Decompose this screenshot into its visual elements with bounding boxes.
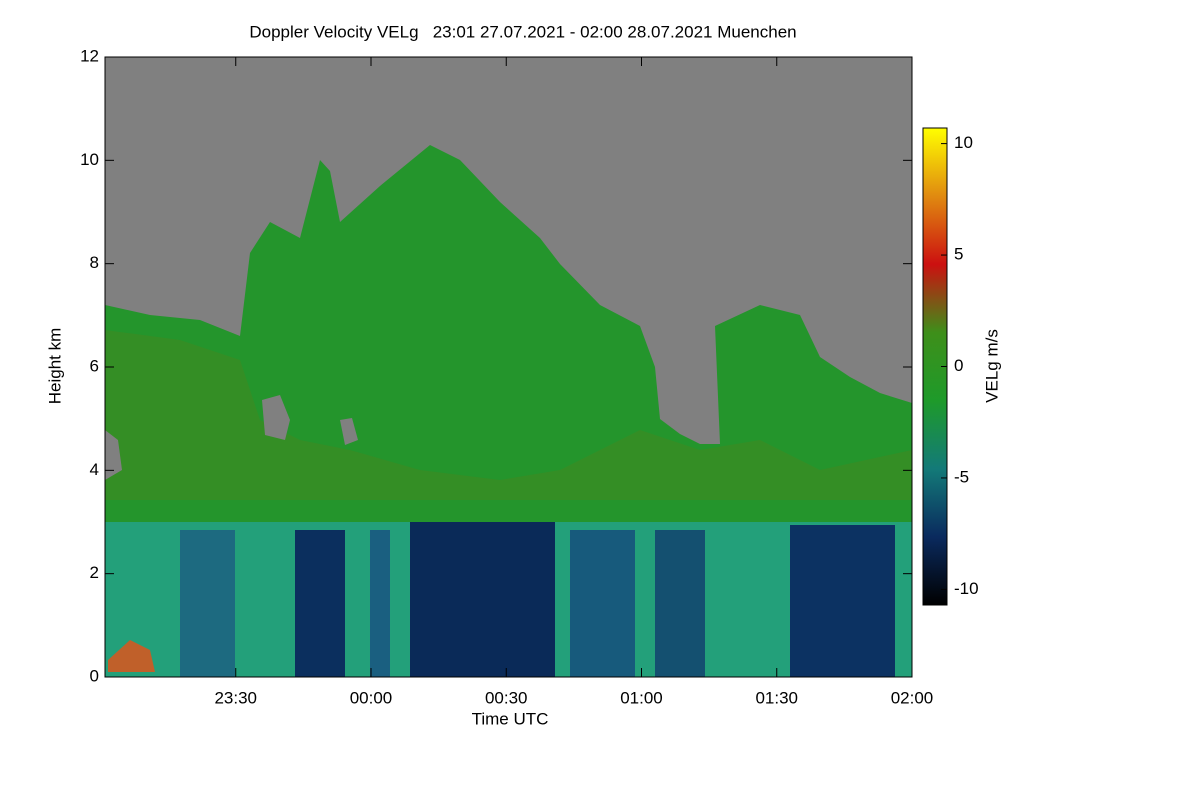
gray-hole — [340, 418, 358, 445]
gray-hole — [262, 395, 290, 440]
x-tick-label: 02:00 — [891, 688, 934, 707]
y-tick-label: 6 — [90, 356, 99, 375]
warm-spot — [108, 640, 155, 672]
band — [370, 530, 390, 677]
colorbar-tick-label: -10 — [954, 579, 979, 598]
gray-hole — [105, 430, 122, 480]
x-tick-label: 23:30 — [214, 688, 257, 707]
chart-title: Doppler Velocity VELg 23:01 27.07.2021 -… — [249, 22, 796, 41]
colorbar-label: VELg m/s — [982, 329, 1001, 403]
x-tick-label: 01:30 — [755, 688, 798, 707]
colorbar-tick-label: 5 — [954, 245, 963, 264]
y-tick-label: 2 — [90, 563, 99, 582]
band — [180, 530, 235, 677]
y-tick-label: 12 — [80, 46, 99, 65]
x-tick-label: 01:00 — [620, 688, 663, 707]
band — [410, 522, 555, 677]
band — [295, 530, 345, 677]
colorbar-tick-label: -5 — [954, 467, 969, 486]
band — [790, 525, 895, 677]
x-axis-label: Time UTC — [472, 709, 549, 728]
band — [570, 530, 635, 677]
plot-field — [105, 57, 912, 677]
y-axis-label: Height km — [45, 328, 64, 405]
colorbar-tick-label: 0 — [954, 356, 963, 375]
x-tick-label: 00:00 — [350, 688, 393, 707]
y-tick-label: 10 — [80, 150, 99, 169]
y-tick-label: 8 — [90, 253, 99, 272]
cloud-shade — [105, 330, 912, 500]
y-tick-label: 0 — [90, 666, 99, 685]
x-tick-label: 00:30 — [485, 688, 528, 707]
band — [655, 530, 705, 677]
y-tick-label: 4 — [90, 460, 99, 479]
colorbar-tick-label: 10 — [954, 133, 973, 152]
